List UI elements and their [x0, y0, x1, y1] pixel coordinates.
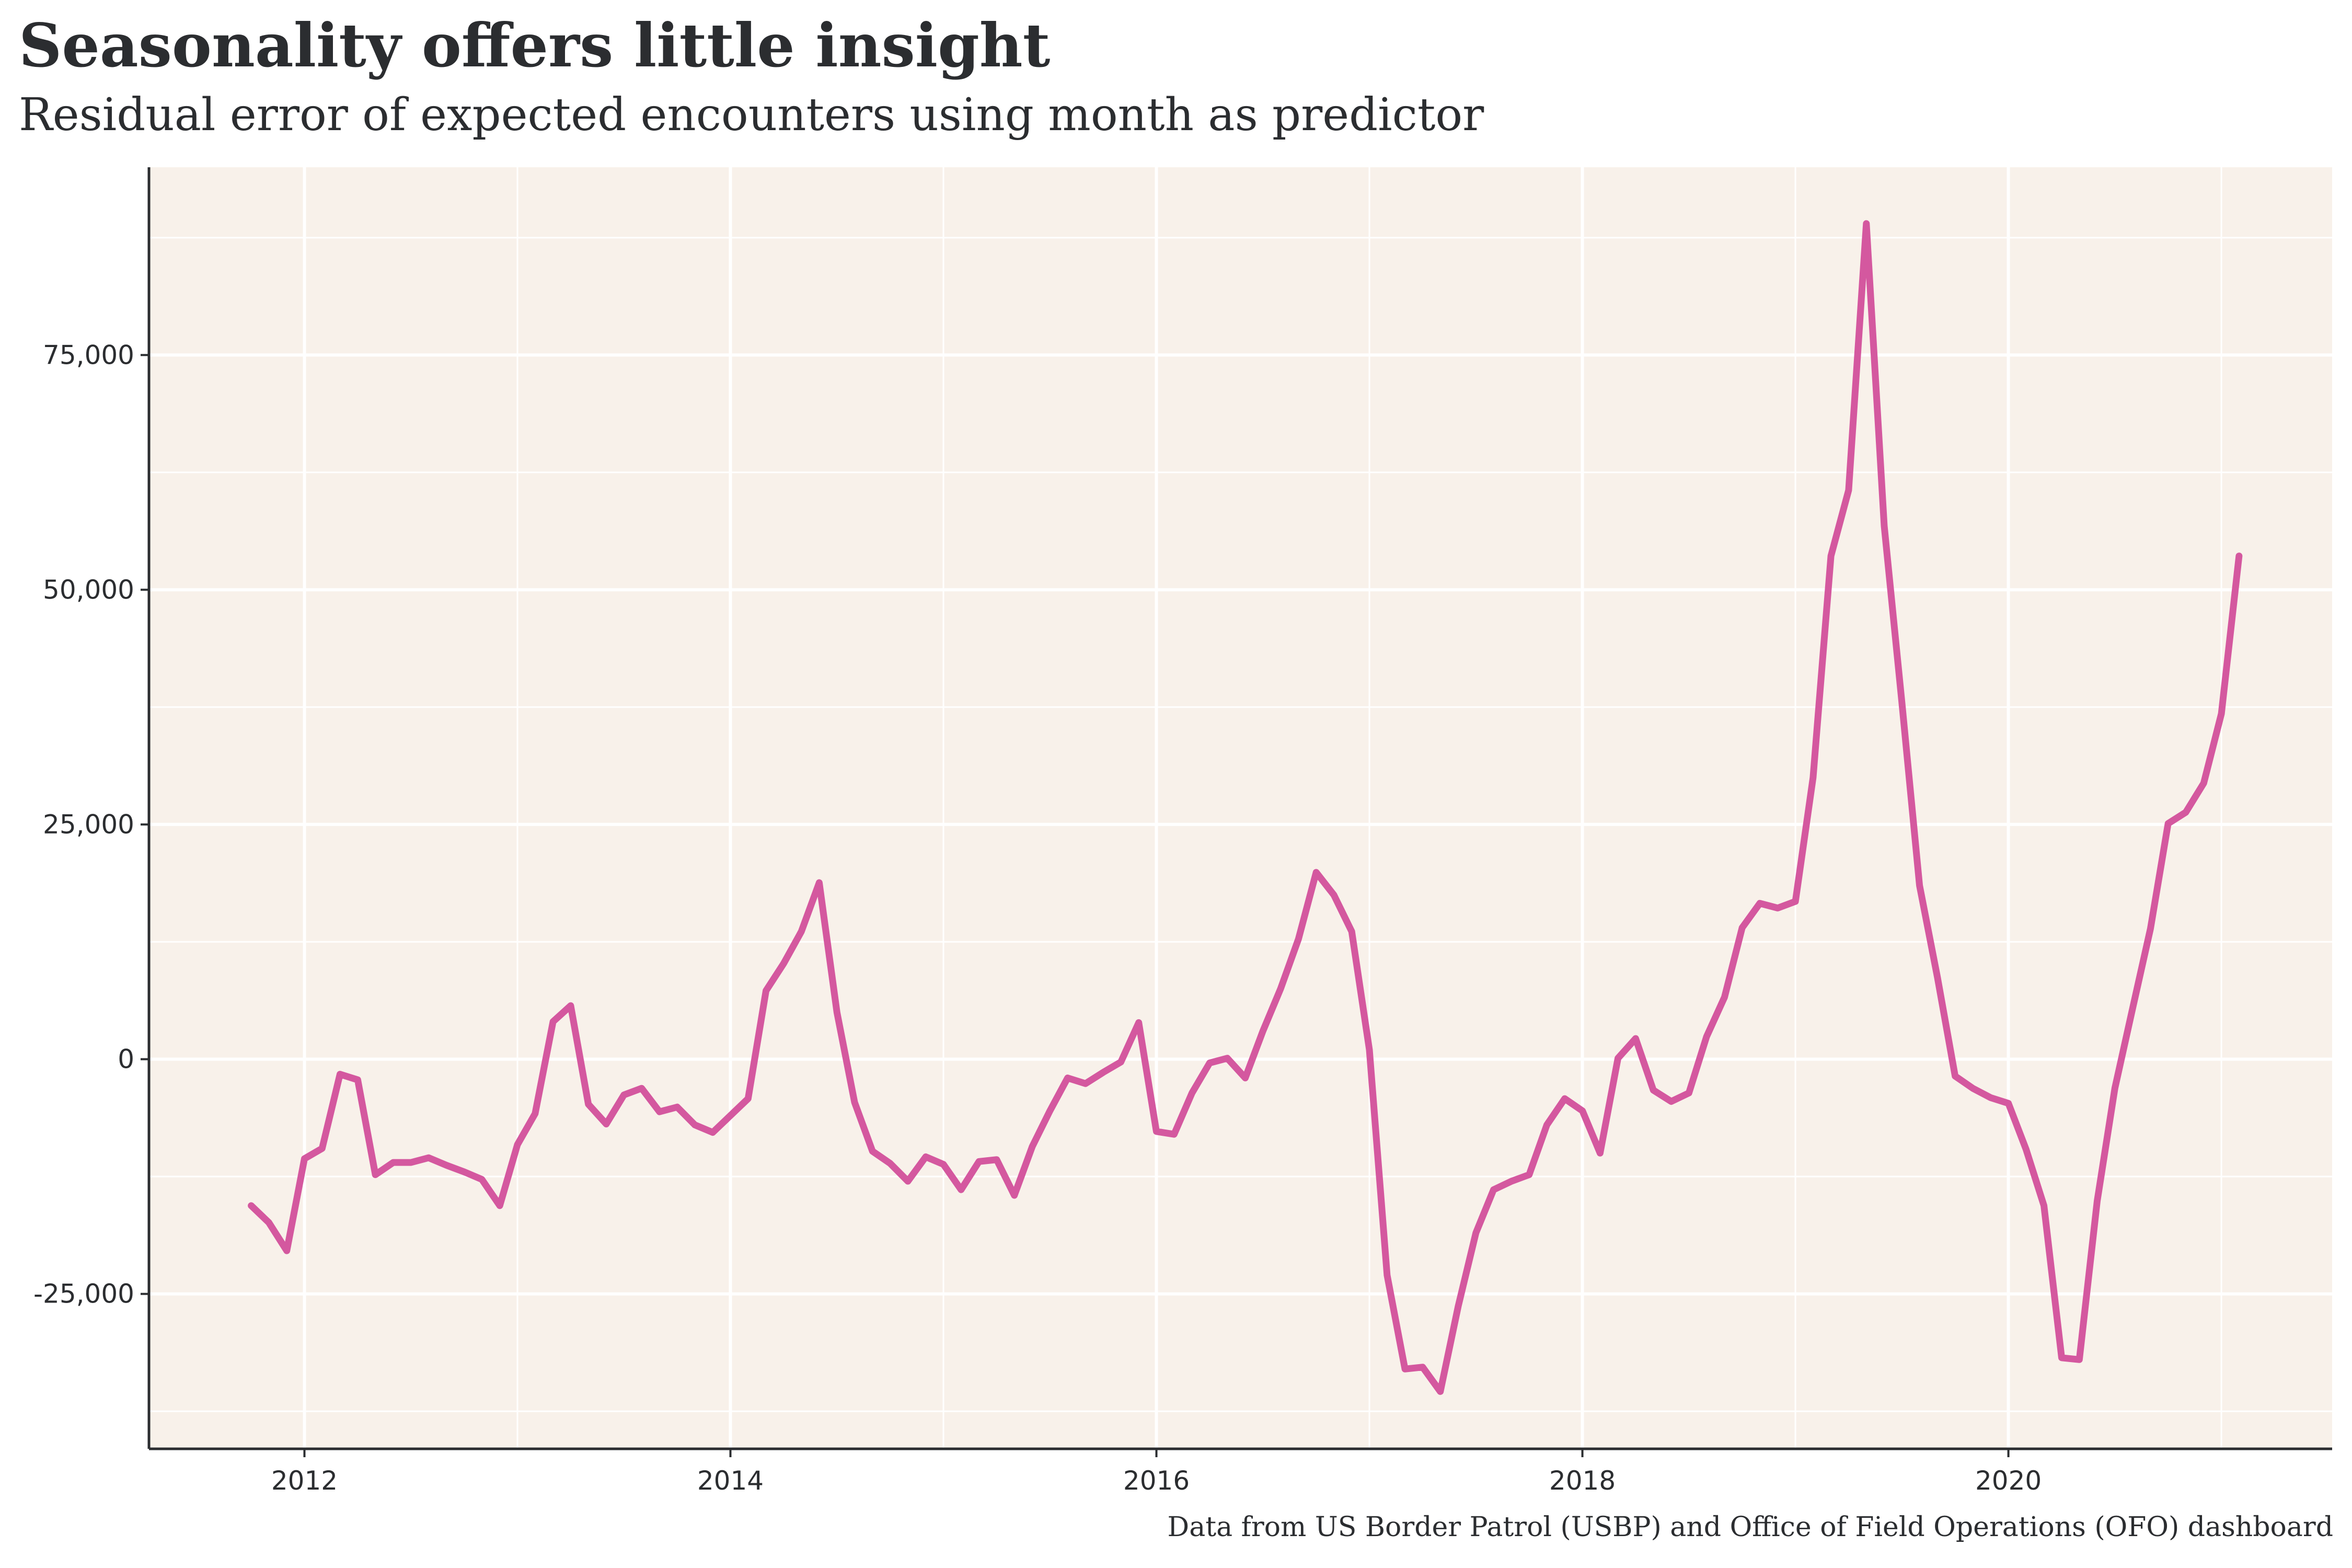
series-line	[248, 220, 2243, 1395]
major-gridlines	[149, 167, 2332, 1449]
plot-panel	[149, 167, 2332, 1449]
x-tick-label: 2012	[271, 1466, 338, 1496]
x-tick-label: 2018	[1549, 1466, 1616, 1496]
x-axis-ticks: 2012 2014 2016 2018 2020	[271, 1449, 2042, 1496]
x-tick-label: 2014	[697, 1466, 764, 1496]
x-tick-label: 2016	[1123, 1466, 1190, 1496]
minor-gridlines	[149, 167, 2332, 1449]
y-axis-ticks: -25,000 0 25,000 50,000 75,000	[33, 340, 149, 1309]
chart-title: Seasonality offers little insight	[19, 10, 1051, 80]
y-tick-label: 25,000	[43, 809, 134, 839]
chart-subtitle: Residual error of expected encounters us…	[19, 89, 1484, 141]
y-tick-label: 50,000	[43, 574, 134, 605]
y-tick-label: 75,000	[43, 340, 134, 370]
y-tick-label: 0	[118, 1044, 134, 1075]
chart-caption: Data from US Border Patrol (USBP) and Of…	[1167, 1512, 2334, 1543]
x-tick-label: 2020	[1975, 1466, 2042, 1496]
axes	[147, 167, 2332, 1450]
y-tick-label: -25,000	[33, 1279, 134, 1309]
series-group	[248, 220, 2243, 1395]
